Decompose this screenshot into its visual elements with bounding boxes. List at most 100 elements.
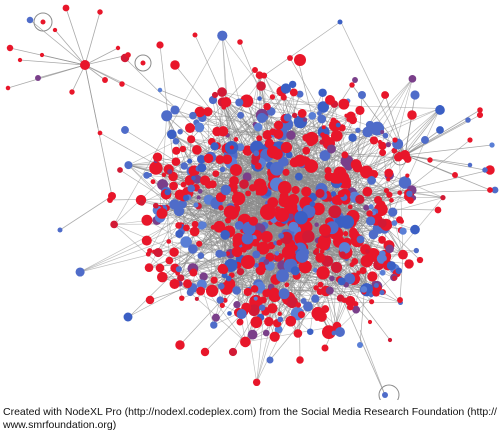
- graph-node: [170, 60, 180, 70]
- graph-node: [231, 246, 243, 258]
- graph-node: [365, 216, 376, 226]
- graph-node: [421, 136, 429, 144]
- graph-node: [298, 260, 312, 274]
- graph-node: [210, 224, 216, 230]
- graph-node: [369, 299, 375, 305]
- graph-node: [385, 142, 392, 148]
- graph-node: [221, 104, 227, 110]
- graph-node: [327, 196, 333, 202]
- graph-node: [465, 117, 471, 123]
- graph-node: [277, 180, 292, 195]
- graph-node: [380, 129, 385, 135]
- graph-node: [212, 170, 220, 178]
- graph-node: [215, 249, 224, 258]
- graph-node: [215, 155, 225, 164]
- graph-node: [491, 186, 499, 194]
- graph-node: [383, 187, 390, 194]
- graph-node: [467, 162, 473, 168]
- graph-node: [387, 337, 393, 343]
- graph-node: [239, 179, 249, 189]
- graph-node: [189, 226, 200, 237]
- graph-node: [110, 220, 118, 229]
- graph-node: [302, 230, 315, 243]
- graph-node: [286, 130, 296, 140]
- graph-edge: [404, 109, 441, 156]
- graph-node: [217, 30, 228, 41]
- graph-node: [97, 9, 103, 15]
- graph-node: [281, 245, 296, 260]
- graph-node: [243, 287, 252, 297]
- graph-node: [215, 192, 226, 203]
- graph-node: [172, 137, 180, 145]
- graph-node: [173, 205, 185, 217]
- graph-node: [290, 266, 300, 276]
- graph-edge: [65, 7, 86, 66]
- graph-node: [382, 392, 388, 398]
- graph-edge: [84, 54, 129, 66]
- graph-node: [253, 150, 260, 157]
- graph-node: [187, 158, 193, 164]
- graph-node: [165, 256, 174, 265]
- graph-node: [241, 255, 255, 269]
- graph-node: [321, 133, 330, 142]
- graph-node: [6, 44, 14, 52]
- graph-node: [303, 301, 313, 312]
- graph-node: [156, 41, 164, 49]
- graph-node: [359, 266, 367, 275]
- graph-node: [467, 137, 473, 143]
- graph-node: [253, 296, 258, 301]
- graph-node: [177, 274, 185, 282]
- graph-node: [186, 288, 194, 297]
- graph-node: [405, 173, 410, 178]
- graph-node: [283, 113, 292, 122]
- graph-node: [189, 268, 198, 277]
- graph-node: [169, 278, 180, 289]
- attribution-caption: Created with NodeXL Pro (http://nodexl.c…: [3, 406, 497, 431]
- graph-node: [252, 250, 261, 259]
- graph-node: [194, 122, 205, 133]
- graph-node: [125, 52, 131, 58]
- graph-edge: [404, 154, 491, 191]
- graph-node: [256, 135, 263, 142]
- graph-node: [241, 247, 247, 253]
- graph-node: [150, 179, 156, 185]
- graph-node: [169, 181, 178, 191]
- graph-node: [236, 308, 247, 320]
- graph-node: [326, 144, 336, 154]
- graph-node: [183, 279, 192, 289]
- graph-node: [291, 185, 300, 195]
- graph-node: [274, 325, 283, 334]
- graph-node: [273, 120, 284, 130]
- graph-node: [378, 236, 386, 244]
- graph-node: [360, 244, 371, 255]
- graph-node: [269, 331, 280, 342]
- graph-node: [277, 311, 282, 316]
- graph-node: [397, 190, 403, 196]
- graph-node: [363, 204, 370, 211]
- graph-node: [358, 91, 366, 99]
- graph-edge: [41, 54, 86, 66]
- graph-node: [260, 231, 273, 243]
- graph-node: [410, 90, 420, 100]
- graph-node: [269, 287, 280, 298]
- graph-node: [164, 189, 171, 196]
- graph-node: [177, 128, 183, 135]
- graph-node: [392, 275, 398, 281]
- graph-node: [389, 197, 394, 203]
- graph-node: [219, 166, 226, 173]
- graph-node: [219, 265, 229, 275]
- graph-node: [321, 125, 326, 130]
- graph-node: [313, 285, 319, 291]
- graph-node: [172, 146, 181, 155]
- graph-node: [260, 204, 276, 220]
- graph-node: [237, 111, 245, 119]
- graph-node: [355, 105, 365, 115]
- graph-node: [256, 81, 266, 91]
- graph-node: [325, 95, 335, 105]
- graph-edge: [202, 288, 215, 326]
- graph-node: [337, 277, 346, 286]
- graph-node: [349, 262, 355, 268]
- graph-node: [205, 284, 219, 298]
- graph-node: [255, 183, 268, 196]
- graph-node: [386, 177, 391, 182]
